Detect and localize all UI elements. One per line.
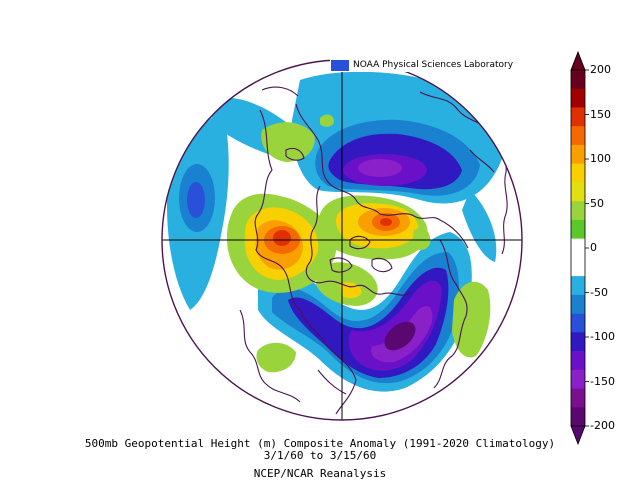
colorbar-swatch (571, 107, 585, 127)
colorbar-tick-label: -100 (590, 330, 615, 343)
colorbar-tick-label: 100 (590, 152, 611, 165)
graticule (162, 60, 522, 420)
colorbar (570, 50, 589, 446)
colorbar-swatch (571, 276, 585, 296)
colorbar-swatch (571, 294, 585, 314)
negative-anomaly-north (291, 71, 505, 262)
colorbar-tick-label: 0 (590, 241, 597, 254)
colorbar-tick-label: 50 (590, 196, 604, 210)
colorbar-swatch (571, 257, 585, 277)
negative-anomaly-pacific (258, 232, 472, 392)
colorbar-swatch (571, 182, 585, 202)
colorbar-swatch (571, 70, 585, 90)
credit-box (330, 59, 526, 72)
colorbar-tick-label: 200 (590, 63, 611, 76)
credit-swatch (331, 60, 349, 71)
colorbar-swatch (571, 126, 585, 146)
colorbar-swatch (571, 313, 585, 333)
credit-label: NOAA Physical Sciences Laboratory (353, 60, 514, 70)
colorbar-tick-label: -150 (590, 374, 615, 388)
colorbar-swatch (571, 88, 585, 108)
negative-anomaly-west (166, 97, 300, 310)
colorbar-tick-label: 150 (590, 107, 611, 121)
map-title: 500mb Geopotential Height (m) Composite … (84, 437, 556, 450)
colorbar-max-arrow (570, 50, 586, 71)
colorbar-swatch (571, 201, 585, 221)
hemisphere (162, 60, 522, 420)
colorbar-swatch (571, 163, 585, 183)
colorbar-swatch (571, 369, 585, 389)
colorbar-swatch (571, 219, 585, 239)
colorbar-swatch (571, 407, 585, 427)
colorbar-tick-label: -200 (590, 419, 615, 432)
data-source: NCEP/NCAR Reanalysis (253, 467, 387, 480)
colorbar-swatch (571, 238, 585, 258)
colorbar-swatch (571, 351, 585, 371)
date-range: 3/1/60 to 3/15/60 (263, 449, 377, 462)
colorbar-tick-label: -50 (590, 285, 608, 299)
colorbar-swatch (571, 332, 585, 352)
positive-anomaly-east (256, 114, 491, 373)
colorbar-swatch (571, 388, 585, 408)
colorbar-swatch (571, 144, 585, 164)
